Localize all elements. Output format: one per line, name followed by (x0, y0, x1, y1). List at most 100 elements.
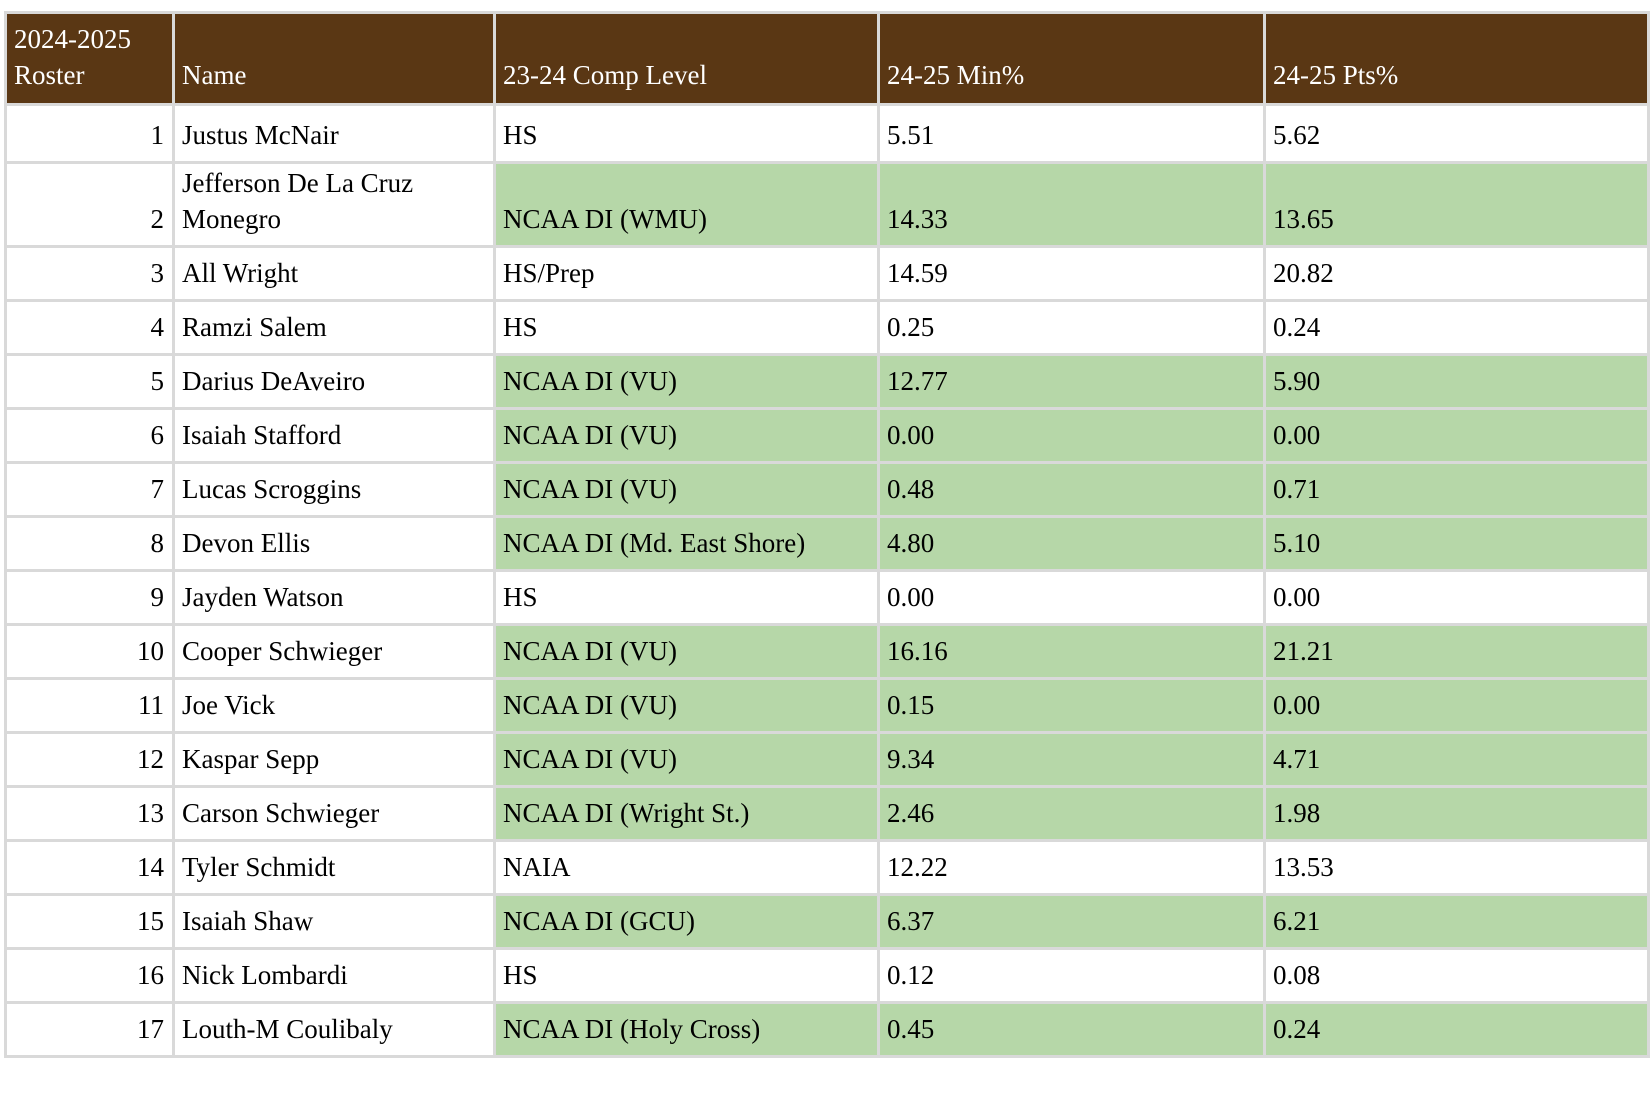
roster-number-cell: 6 (4, 406, 175, 464)
roster-table-body: 1 Justus McNair HS 5.51 5.62 2 Jefferson… (4, 103, 1650, 1058)
column-header-roster: 2024-2025 Roster (4, 11, 175, 106)
table-row: 13 Carson Schwieger NCAA DI (Wright St.)… (4, 784, 1650, 842)
table-row: 14 Tyler Schmidt NAIA 12.22 13.53 (4, 838, 1650, 896)
min-pct-cell: 4.80 (877, 514, 1266, 572)
pts-pct-cell: 0.00 (1263, 676, 1650, 734)
min-pct-cell: 0.25 (877, 298, 1266, 356)
comp-level-cell: HS/Prep (493, 244, 880, 302)
roster-number-cell: 1 (4, 103, 175, 164)
comp-level-cell: HS (493, 103, 880, 164)
name-cell: Louth-M Coulibaly (172, 1000, 496, 1058)
min-pct-cell: 6.37 (877, 892, 1266, 950)
comp-level-cell: NCAA DI (VU) (493, 352, 880, 410)
name-cell: Kaspar Sepp (172, 730, 496, 788)
table-row: 9 Jayden Watson HS 0.00 0.00 (4, 568, 1650, 626)
comp-level-cell: NCAA DI (Holy Cross) (493, 1000, 880, 1058)
name-cell: Isaiah Shaw (172, 892, 496, 950)
roster-number-cell: 3 (4, 244, 175, 302)
min-pct-cell: 2.46 (877, 784, 1266, 842)
pts-pct-cell: 0.24 (1263, 298, 1650, 356)
name-cell: Nick Lombardi (172, 946, 496, 1004)
name-cell: Ramzi Salem (172, 298, 496, 356)
min-pct-cell: 0.45 (877, 1000, 1266, 1058)
min-pct-cell: 12.77 (877, 352, 1266, 410)
table-row: 16 Nick Lombardi HS 0.12 0.08 (4, 946, 1650, 1004)
name-cell: Lucas Scroggins (172, 460, 496, 518)
comp-level-cell: NCAA DI (Wright St.) (493, 784, 880, 842)
pts-pct-cell: 0.00 (1263, 568, 1650, 626)
pts-pct-cell: 0.08 (1263, 946, 1650, 1004)
roster-number-cell: 14 (4, 838, 175, 896)
roster-number-cell: 7 (4, 460, 175, 518)
comp-level-cell: NCAA DI (VU) (493, 460, 880, 518)
name-cell: Jayden Watson (172, 568, 496, 626)
roster-table: 2024-2025 Roster Name 23-24 Comp Level 2… (4, 11, 1650, 1058)
min-pct-cell: 14.33 (877, 161, 1266, 248)
pts-pct-cell: 5.90 (1263, 352, 1650, 410)
table-row: 4 Ramzi Salem HS 0.25 0.24 (4, 298, 1650, 356)
pts-pct-cell: 1.98 (1263, 784, 1650, 842)
comp-level-cell: NCAA DI (VU) (493, 406, 880, 464)
table-row: 11 Joe Vick NCAA DI (VU) 0.15 0.00 (4, 676, 1650, 734)
pts-pct-cell: 13.65 (1263, 161, 1650, 248)
roster-number-cell: 4 (4, 298, 175, 356)
pts-pct-cell: 0.71 (1263, 460, 1650, 518)
table-row: 10 Cooper Schwieger NCAA DI (VU) 16.16 2… (4, 622, 1650, 680)
comp-level-cell: NCAA DI (GCU) (493, 892, 880, 950)
comp-level-cell: NCAA DI (VU) (493, 730, 880, 788)
roster-number-cell: 13 (4, 784, 175, 842)
comp-level-cell: HS (493, 568, 880, 626)
comp-level-cell: NCAA DI (VU) (493, 622, 880, 680)
comp-level-cell: HS (493, 298, 880, 356)
table-row: 7 Lucas Scroggins NCAA DI (VU) 0.48 0.71 (4, 460, 1650, 518)
roster-number-cell: 12 (4, 730, 175, 788)
table-row: 17 Louth-M Coulibaly NCAA DI (Holy Cross… (4, 1000, 1650, 1058)
pts-pct-cell: 20.82 (1263, 244, 1650, 302)
pts-pct-cell: 0.00 (1263, 406, 1650, 464)
min-pct-cell: 14.59 (877, 244, 1266, 302)
comp-level-cell: NCAA DI (WMU) (493, 161, 880, 248)
roster-number-cell: 9 (4, 568, 175, 626)
name-cell: Devon Ellis (172, 514, 496, 572)
min-pct-cell: 0.15 (877, 676, 1266, 734)
comp-level-cell: NCAA DI (VU) (493, 676, 880, 734)
name-cell: Cooper Schwieger (172, 622, 496, 680)
pts-pct-cell: 21.21 (1263, 622, 1650, 680)
min-pct-cell: 0.12 (877, 946, 1266, 1004)
min-pct-cell: 5.51 (877, 103, 1266, 164)
column-header-name: Name (172, 11, 496, 106)
table-row: 2 Jefferson De La Cruz Monegro NCAA DI (… (4, 161, 1650, 248)
column-header-pts-pct: 24-25 Pts% (1263, 11, 1650, 106)
column-header-min-pct: 24-25 Min% (877, 11, 1266, 106)
table-row: 8 Devon Ellis NCAA DI (Md. East Shore) 4… (4, 514, 1650, 572)
header-row: 2024-2025 Roster Name 23-24 Comp Level 2… (4, 11, 1650, 106)
min-pct-cell: 0.48 (877, 460, 1266, 518)
pts-pct-cell: 6.21 (1263, 892, 1650, 950)
pts-pct-cell: 5.10 (1263, 514, 1650, 572)
roster-number-cell: 17 (4, 1000, 175, 1058)
pts-pct-cell: 5.62 (1263, 103, 1650, 164)
min-pct-cell: 9.34 (877, 730, 1266, 788)
roster-number-cell: 2 (4, 161, 175, 248)
name-cell: Isaiah Stafford (172, 406, 496, 464)
min-pct-cell: 0.00 (877, 406, 1266, 464)
roster-number-cell: 10 (4, 622, 175, 680)
name-cell: Justus McNair (172, 103, 496, 164)
name-cell: All Wright (172, 244, 496, 302)
roster-number-cell: 15 (4, 892, 175, 950)
pts-pct-cell: 0.24 (1263, 1000, 1650, 1058)
roster-number-cell: 16 (4, 946, 175, 1004)
comp-level-cell: NCAA DI (Md. East Shore) (493, 514, 880, 572)
column-header-comp-level: 23-24 Comp Level (493, 11, 880, 106)
table-row: 12 Kaspar Sepp NCAA DI (VU) 9.34 4.71 (4, 730, 1650, 788)
pts-pct-cell: 4.71 (1263, 730, 1650, 788)
comp-level-cell: NAIA (493, 838, 880, 896)
min-pct-cell: 12.22 (877, 838, 1266, 896)
name-cell: Carson Schwieger (172, 784, 496, 842)
name-cell: Darius DeAveiro (172, 352, 496, 410)
name-cell: Joe Vick (172, 676, 496, 734)
table-row: 15 Isaiah Shaw NCAA DI (GCU) 6.37 6.21 (4, 892, 1650, 950)
roster-number-cell: 11 (4, 676, 175, 734)
pts-pct-cell: 13.53 (1263, 838, 1650, 896)
roster-number-cell: 5 (4, 352, 175, 410)
